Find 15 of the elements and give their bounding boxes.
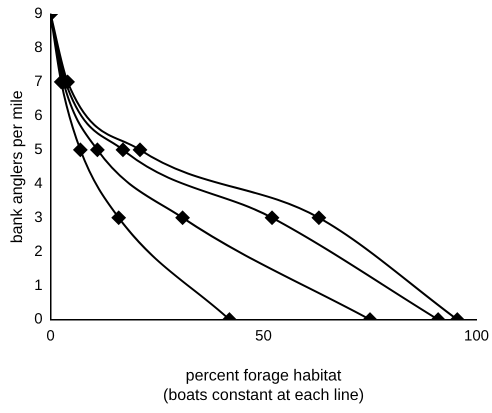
- x-tick-label: 0: [46, 328, 55, 345]
- y-axis-title: bank anglers per mile: [9, 90, 26, 244]
- y-tick-label: 4: [34, 174, 43, 192]
- x-tick-label: 50: [255, 328, 272, 345]
- y-tick-label: 5: [34, 140, 43, 158]
- y-tick-label: 9: [34, 5, 43, 22]
- y-tick-label: 6: [34, 107, 43, 124]
- y-tick-label: 3: [34, 208, 43, 226]
- x-axis-title: percent forage habitat (boats constant at each line): [163, 368, 364, 404]
- y-tick-label: 2: [34, 242, 43, 260]
- x-tick-label: 100: [464, 328, 489, 345]
- y-tick-label: 1: [34, 276, 43, 294]
- y-tick-label: 8: [34, 39, 43, 56]
- y-tick-label: 7: [34, 73, 43, 90]
- y-tick-label: 0: [34, 310, 43, 328]
